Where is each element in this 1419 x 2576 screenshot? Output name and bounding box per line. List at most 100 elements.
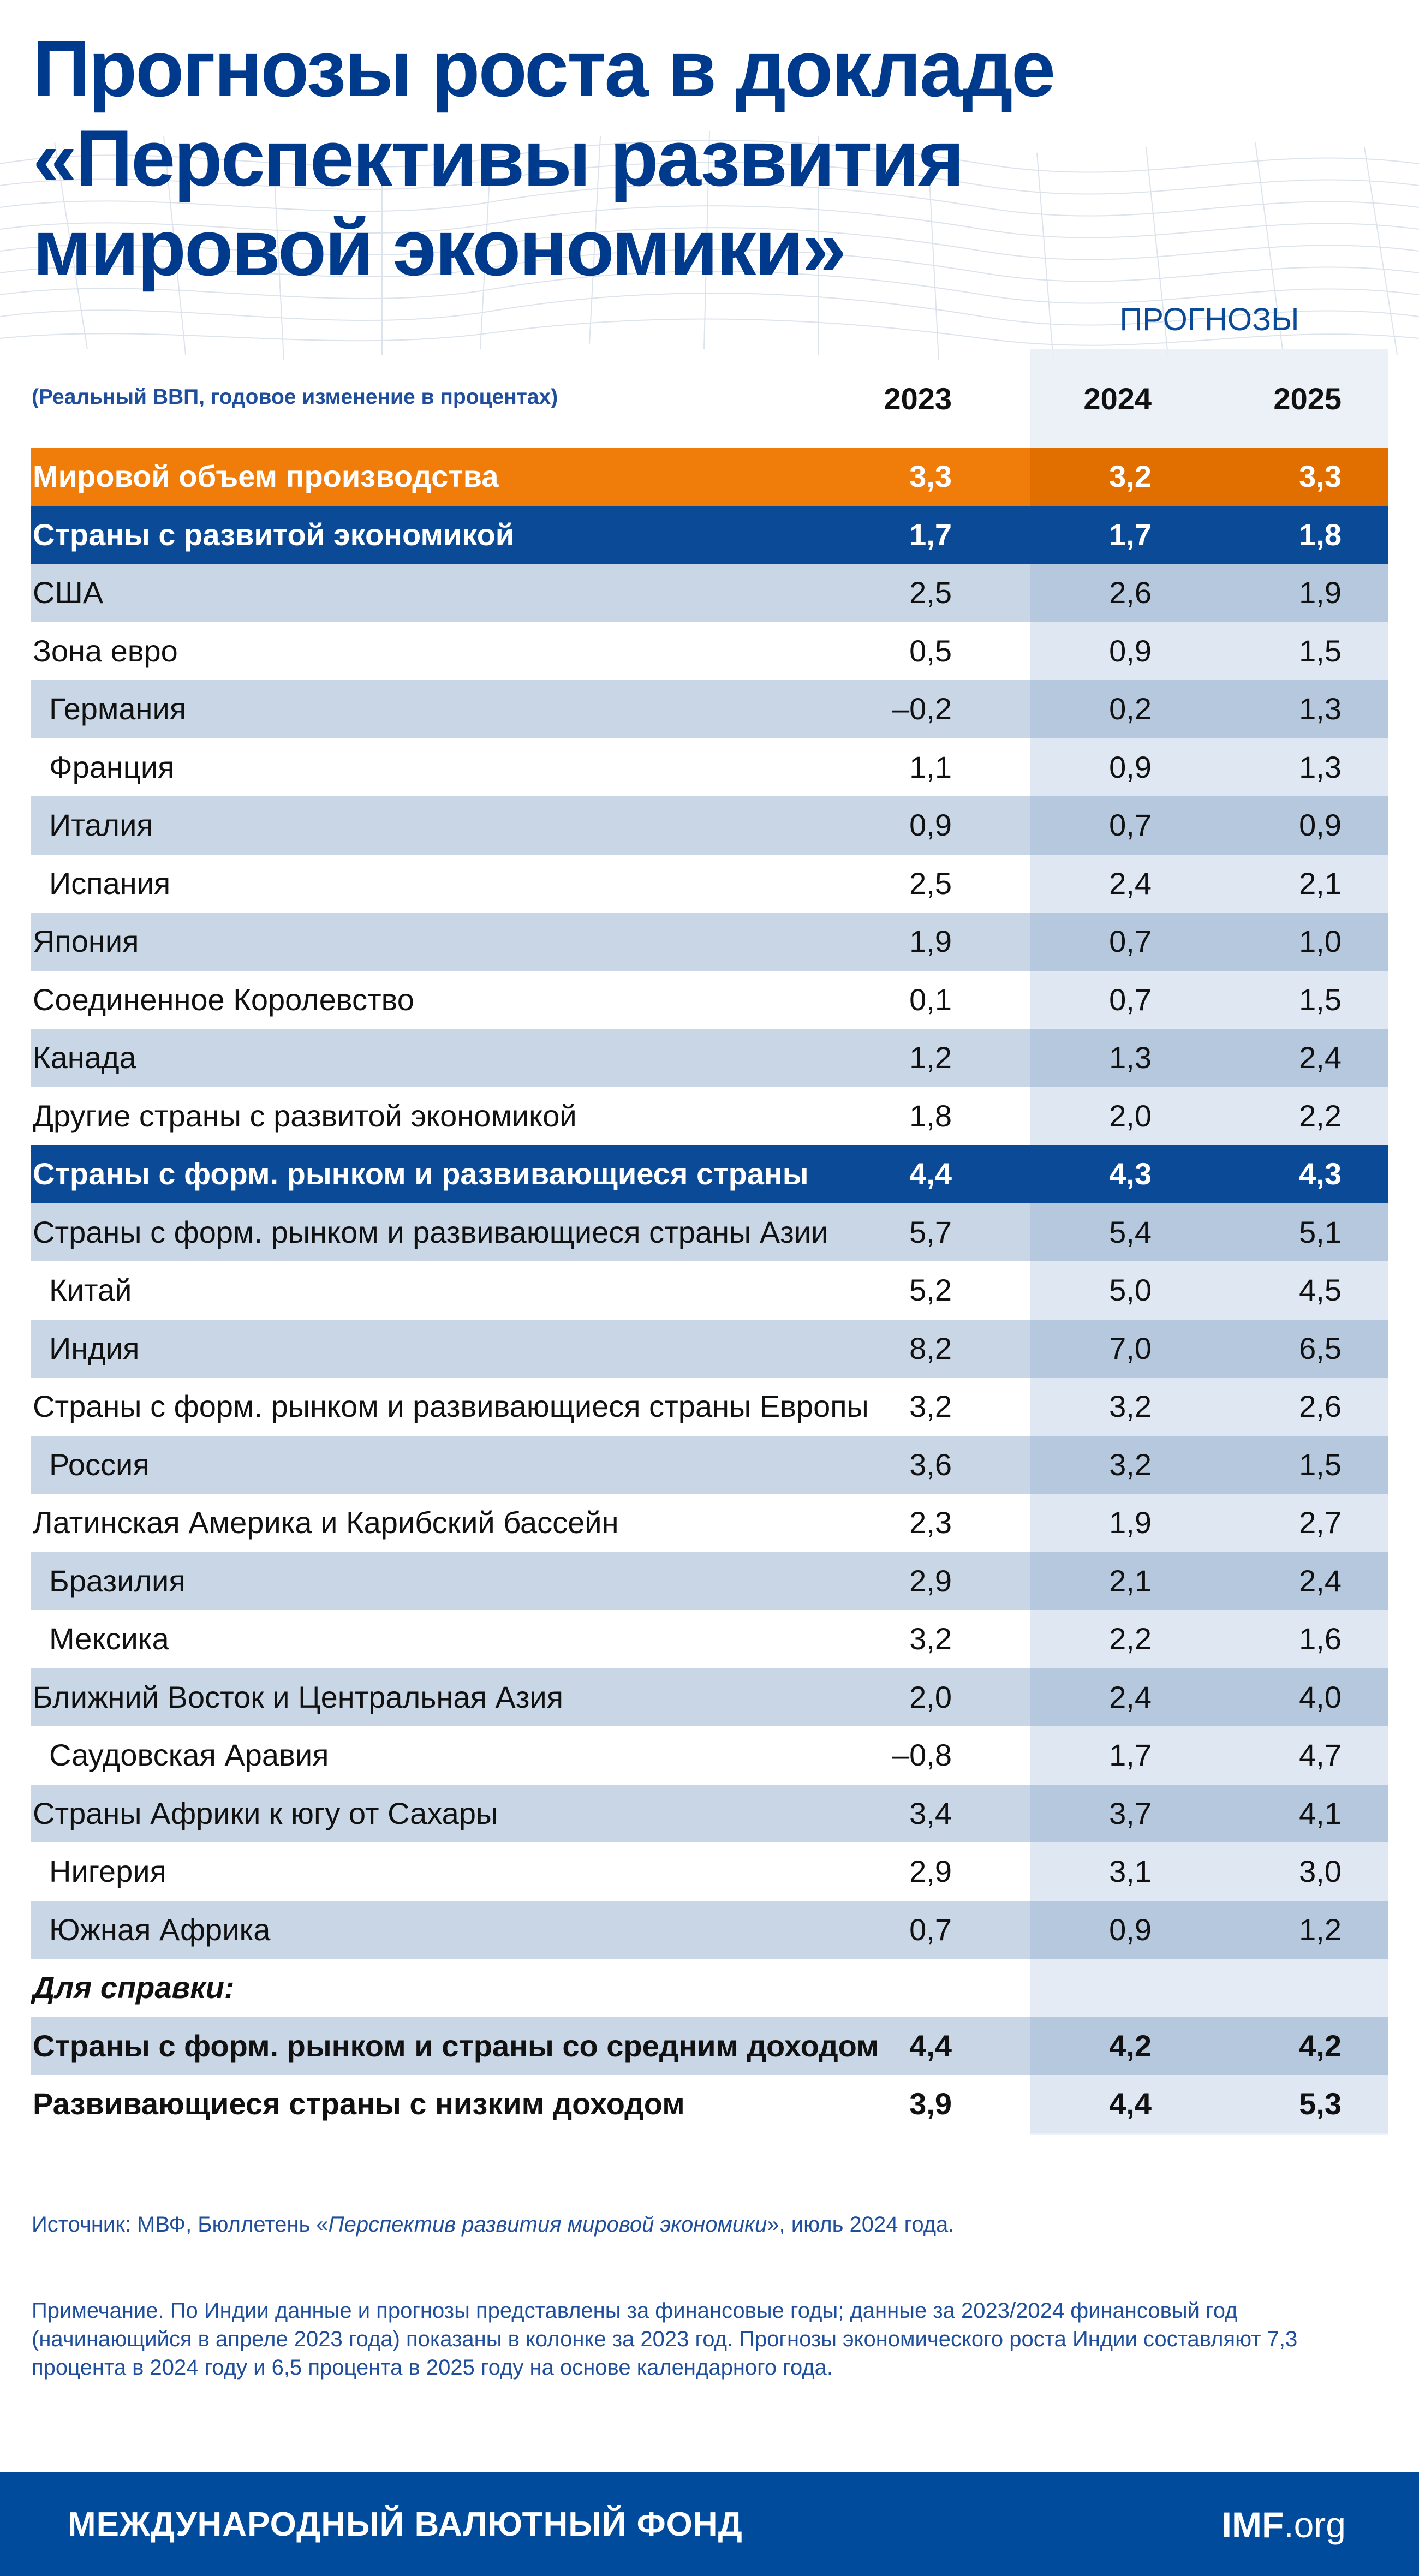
value-2024: 0,9 <box>1109 749 1152 784</box>
forecast-cell-background <box>1030 622 1388 680</box>
value-2023: 2,5 <box>909 575 952 610</box>
table-row: Страны с форм. рынком и развивающиеся ст… <box>31 1203 1388 1261</box>
growth-table: Мировой объем производства 3,3 3,2 3,3 Стран… <box>31 448 1388 2133</box>
row-label: Ближний Восток и Центральная Азия <box>33 1679 564 1714</box>
value-2025: 2,6 <box>1299 1389 1342 1423</box>
table-row: Франция 1,1 0,9 1,3 <box>31 738 1388 796</box>
forecast-cell-background <box>1030 680 1388 738</box>
forecast-cell-background <box>1030 1435 1388 1494</box>
table-row: Канада 1,2 1,3 2,4 <box>31 1029 1388 1087</box>
value-2024: 2,6 <box>1109 575 1152 610</box>
forecast-cell-background <box>1030 2075 1388 2133</box>
row-label: Нигерия <box>49 1854 166 1888</box>
row-label: Франция <box>49 749 175 784</box>
value-2023: –0,8 <box>892 1738 952 1772</box>
value-2025: 2,4 <box>1299 1563 1342 1598</box>
value-2024: 4,2 <box>1109 2028 1152 2063</box>
value-2025: 0,9 <box>1299 808 1342 842</box>
value-2024: 1,3 <box>1109 1040 1152 1075</box>
table-row: Мировой объем производства 3,3 3,2 3,3 <box>31 448 1388 506</box>
forecast-cell-background <box>1030 738 1388 796</box>
value-2025: 4,3 <box>1299 1156 1342 1191</box>
row-label: Южная Африка <box>49 1912 271 1947</box>
value-2023: 0,5 <box>909 633 952 668</box>
table-row: Нигерия 2,9 3,1 3,0 <box>31 1842 1388 1901</box>
table-row: Ближний Восток и Центральная Азия 2,0 2,4 4… <box>31 1668 1388 1726</box>
row-label: Развивающиеся страны с низким доходом <box>33 2086 685 2121</box>
value-2023: 3,6 <box>909 1447 952 1482</box>
value-2023: 4,4 <box>909 2028 952 2063</box>
value-2023: 3,9 <box>909 2086 952 2121</box>
table-row: Германия –0,2 0,2 1,3 <box>31 680 1388 738</box>
value-2023: 3,2 <box>909 1621 952 1656</box>
value-2024: 2,4 <box>1109 866 1152 901</box>
value-2024: 4,4 <box>1109 2086 1152 2121</box>
value-2024: 2,4 <box>1109 1679 1152 1714</box>
forecast-cell-background <box>1030 1145 1388 1203</box>
table-row: Бразилия 2,9 2,1 2,4 <box>31 1552 1388 1610</box>
value-2023: 8,2 <box>909 1331 952 1365</box>
forecast-cell-background <box>1030 448 1388 506</box>
value-2024: 2,0 <box>1109 1098 1152 1133</box>
source-prefix: Источник: МВФ, Бюллетень « <box>32 2213 329 2237</box>
row-label: Канада <box>33 1040 136 1075</box>
forecast-cell-background <box>1030 1842 1388 1901</box>
page-title: Прогнозы роста в докладе «Перспективы ра… <box>33 24 1056 293</box>
value-2024: 3,1 <box>1109 1854 1152 1888</box>
value-2024: 0,7 <box>1109 808 1152 842</box>
value-2023: 2,9 <box>909 1563 952 1598</box>
table-row: Индия 8,2 7,0 6,5 <box>31 1319 1388 1378</box>
forecast-cell-background <box>1030 505 1388 564</box>
forecast-cell-background <box>1030 1900 1388 1959</box>
value-2025: 2,2 <box>1299 1098 1342 1133</box>
forecast-cell-background <box>1030 1668 1388 1726</box>
value-2023: 2,3 <box>909 1505 952 1540</box>
value-2024: 7,0 <box>1109 1331 1152 1365</box>
forecast-cell-background <box>1030 1378 1388 1436</box>
value-2025: 3,0 <box>1299 1854 1342 1888</box>
table-row: Страны с форм. рынком и страны со средни… <box>31 2017 1388 2075</box>
table-row: Мексика 3,2 2,2 1,6 <box>31 1610 1388 1668</box>
value-2023: 3,3 <box>909 459 952 493</box>
value-2024: 5,4 <box>1109 1214 1152 1249</box>
value-2025: 1,0 <box>1299 924 1342 958</box>
row-label: Испания <box>49 866 171 901</box>
row-label: США <box>33 575 104 610</box>
row-label: Саудовская Аравия <box>49 1738 329 1772</box>
table-row: Развивающиеся страны с низким доходом 3,9… <box>31 2075 1388 2133</box>
website-domain: .org <box>1284 2505 1346 2545</box>
table-row: Страны с форм. рынком и развивающиеся ст… <box>31 1145 1388 1203</box>
table-row: Китай 5,2 5,0 4,5 <box>31 1261 1388 1320</box>
forecast-cell-background <box>1030 796 1388 855</box>
value-2024: 0,7 <box>1109 982 1152 1017</box>
value-2025: 1,5 <box>1299 633 1342 668</box>
year-header-2023: 2023 <box>884 381 952 416</box>
value-2025: 1,5 <box>1299 982 1342 1017</box>
row-label: Страны с форм. рынком и развивающиеся ст… <box>33 1389 869 1423</box>
value-2025: 1,3 <box>1299 749 1342 784</box>
year-header-2025: 2025 <box>1273 381 1342 416</box>
value-2023: 4,4 <box>909 1156 952 1191</box>
value-2023: 5,2 <box>909 1273 952 1307</box>
value-2024: 0,9 <box>1109 633 1152 668</box>
row-label: Латинская Америка и Карибский бассейн <box>33 1505 619 1540</box>
table-row: Италия 0,9 0,7 0,9 <box>31 796 1388 855</box>
wave-mesh-background <box>0 130 1419 361</box>
value-2025: 1,5 <box>1299 1447 1342 1482</box>
value-2025: 1,3 <box>1299 691 1342 726</box>
value-2024: 0,9 <box>1109 1912 1152 1947</box>
value-2023: –0,2 <box>892 691 952 726</box>
forecast-cell-background <box>1030 1203 1388 1261</box>
row-label: Страны Африки к югу от Сахары <box>33 1796 498 1830</box>
value-2023: 1,7 <box>909 517 952 552</box>
forecast-cell-background <box>1030 1029 1388 1087</box>
website-link[interactable]: IMF.org <box>1222 2504 1346 2545</box>
footnote: Примечание. По Индии данные и прогнозы п… <box>32 2299 1298 2380</box>
value-2024: 1,7 <box>1109 517 1152 552</box>
forecast-cell-background <box>1030 1726 1388 1785</box>
value-2024: 3,2 <box>1109 459 1152 493</box>
value-2024: 3,7 <box>1109 1796 1152 1830</box>
year-header-2024: 2024 <box>1083 381 1152 416</box>
value-2024: 1,7 <box>1109 1738 1152 1772</box>
forecast-header: ПРОГНОЗЫ <box>1119 302 1299 337</box>
